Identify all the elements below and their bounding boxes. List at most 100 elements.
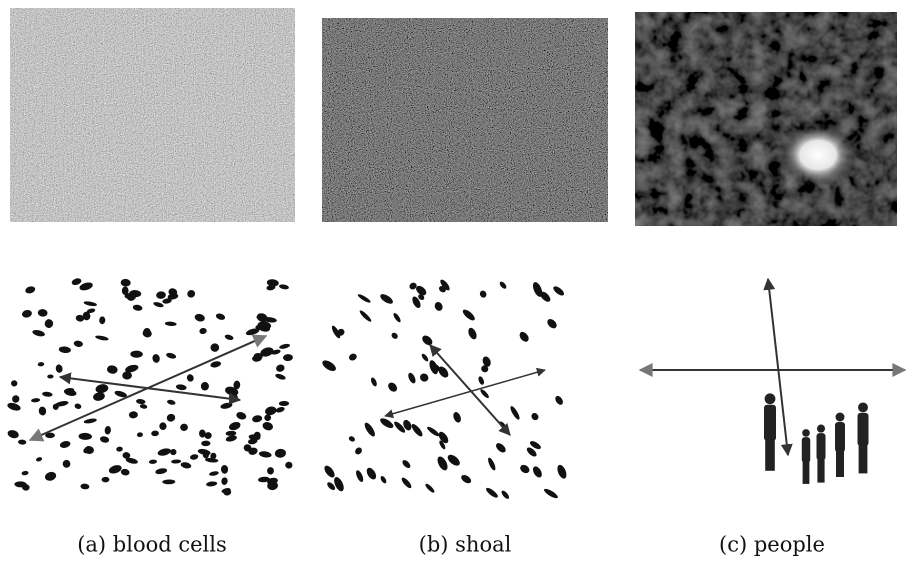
fish <box>359 310 372 322</box>
cell <box>275 373 286 380</box>
cell <box>201 440 211 447</box>
cell <box>257 321 272 330</box>
person-legs <box>765 439 775 471</box>
fish <box>401 477 412 489</box>
cell <box>166 413 176 422</box>
fish <box>366 467 377 480</box>
cell <box>263 317 277 323</box>
person-head <box>835 412 845 422</box>
person-body <box>857 412 869 446</box>
cell <box>120 278 131 287</box>
fish <box>427 426 440 437</box>
fish <box>416 285 427 296</box>
cell <box>220 464 229 474</box>
fish <box>364 422 375 437</box>
cell <box>190 454 199 460</box>
cell <box>74 403 82 409</box>
cell <box>59 441 71 448</box>
cell <box>38 406 47 416</box>
fish <box>529 441 541 450</box>
cell <box>275 406 285 413</box>
cell <box>58 346 71 354</box>
fish <box>403 419 412 431</box>
cell <box>80 483 90 490</box>
person-head <box>858 402 868 413</box>
cell <box>83 301 97 307</box>
cell <box>136 399 146 405</box>
fish <box>453 412 461 423</box>
fish <box>468 327 477 340</box>
cell <box>73 340 83 347</box>
cell <box>78 432 92 440</box>
cell <box>62 459 71 468</box>
fish <box>510 406 520 420</box>
cell <box>42 391 53 397</box>
fish <box>420 373 429 382</box>
fish <box>409 282 417 290</box>
cell <box>125 457 138 464</box>
fish <box>440 279 450 291</box>
cell <box>162 298 172 304</box>
cell <box>210 452 217 460</box>
cell <box>156 291 166 299</box>
cell <box>37 309 48 317</box>
cell <box>71 278 82 286</box>
cell <box>224 334 234 340</box>
cell <box>136 432 143 438</box>
fish <box>408 372 416 384</box>
cell <box>11 380 18 387</box>
person-head <box>764 393 776 405</box>
people-silhouettes <box>764 393 869 484</box>
fish <box>391 332 398 339</box>
cell <box>166 352 177 359</box>
cell <box>104 426 111 435</box>
cell <box>44 471 57 481</box>
fish <box>393 312 401 323</box>
fish <box>532 466 542 478</box>
cell <box>228 422 241 431</box>
cell <box>210 343 220 352</box>
fish <box>486 487 498 498</box>
blood-cells-image <box>10 8 295 222</box>
cell <box>175 384 187 391</box>
person-head <box>802 429 810 437</box>
fish <box>412 296 421 308</box>
fish <box>357 294 371 303</box>
person-legs <box>802 461 810 484</box>
cell <box>21 470 29 476</box>
caption: (c) people <box>719 533 825 557</box>
fish <box>437 456 448 471</box>
fish <box>425 483 435 493</box>
fish <box>438 431 449 444</box>
cell <box>267 481 279 491</box>
cell <box>215 313 226 320</box>
cell <box>129 290 142 298</box>
cell <box>252 415 263 423</box>
fish <box>422 335 433 346</box>
cell <box>257 476 270 483</box>
cell <box>116 446 123 452</box>
cell <box>171 459 182 464</box>
cell <box>151 430 159 437</box>
cell <box>202 451 209 459</box>
fish <box>380 476 387 484</box>
cell <box>122 452 131 459</box>
fish <box>421 353 429 362</box>
cell <box>86 308 96 314</box>
cell <box>106 365 118 374</box>
fish <box>394 421 406 433</box>
fish <box>540 291 551 302</box>
cell <box>221 477 228 485</box>
cell <box>35 457 43 462</box>
fish <box>532 282 543 297</box>
cell <box>148 459 158 464</box>
cell <box>271 349 281 355</box>
fish <box>499 281 507 289</box>
fish <box>461 474 472 484</box>
cell <box>153 302 164 308</box>
cell <box>152 354 160 363</box>
cell <box>83 418 97 424</box>
shoal-image <box>322 18 608 222</box>
